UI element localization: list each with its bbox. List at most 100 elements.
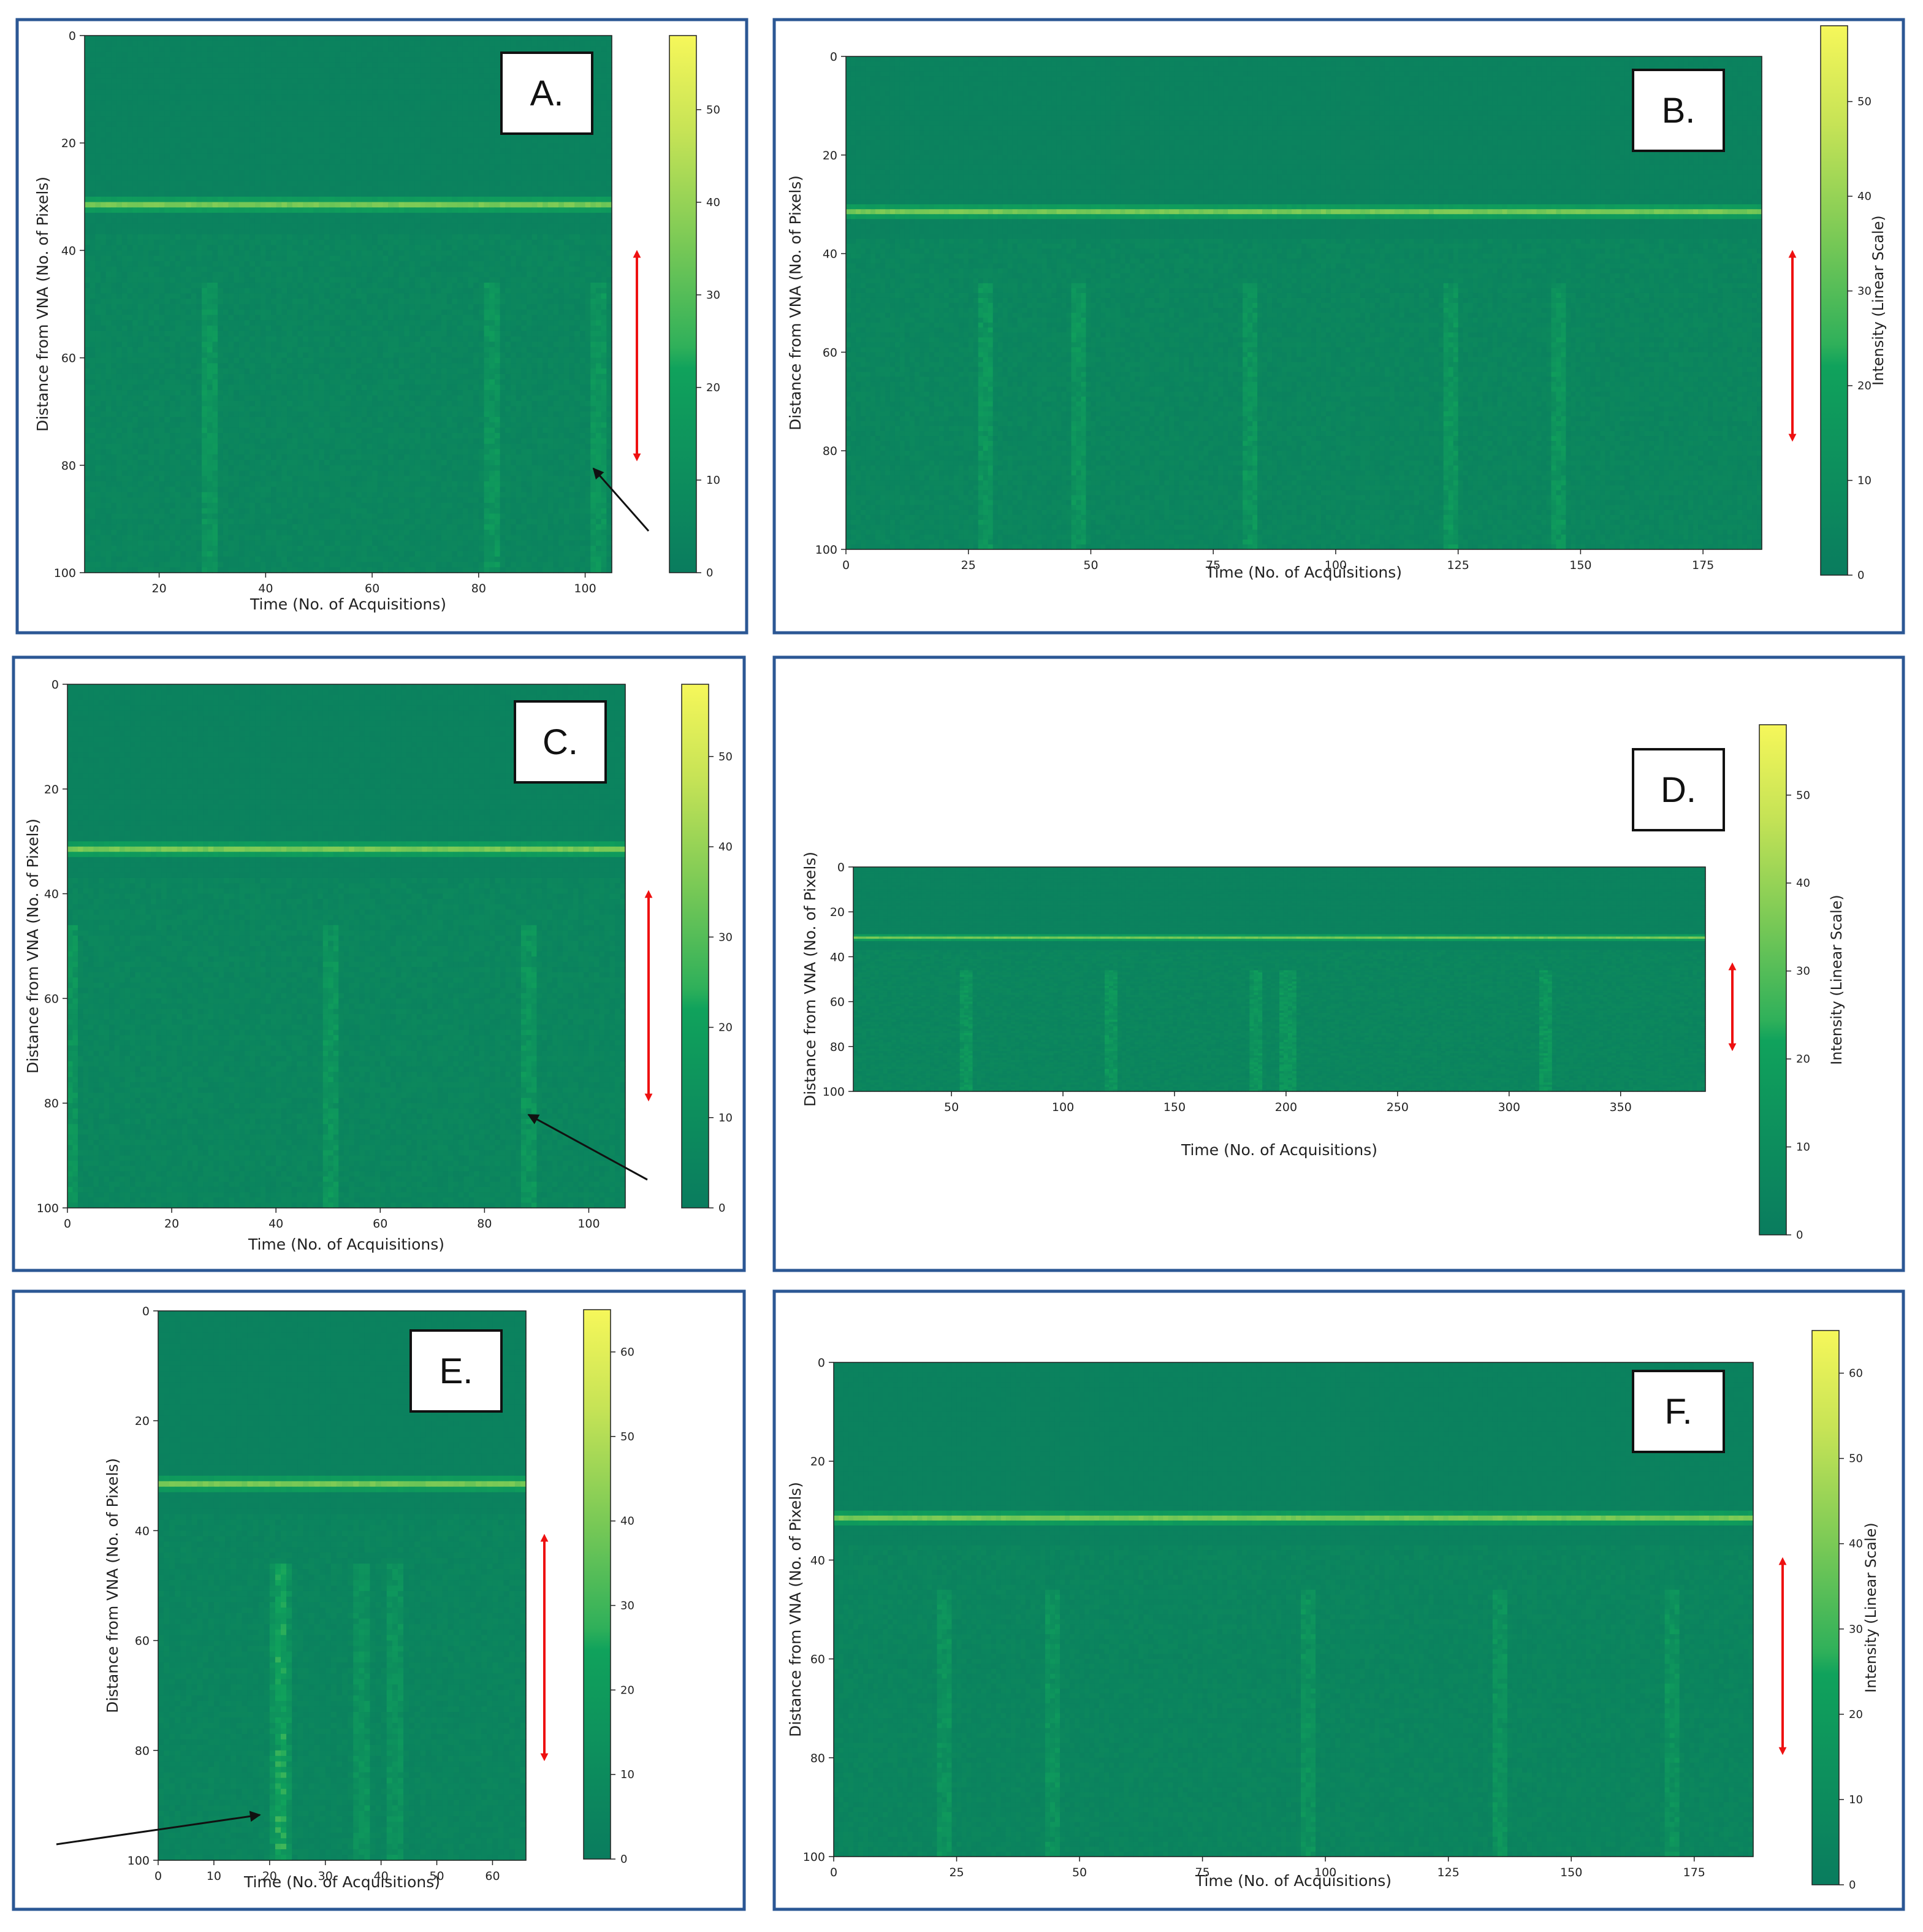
- colorbar-tick-label: 0: [1857, 569, 1864, 582]
- y-tick-label: 60: [823, 346, 837, 359]
- x-tick-label: 80: [471, 582, 486, 595]
- y-tick-label: 0: [51, 678, 59, 692]
- x-tick-label: 50: [1083, 559, 1098, 572]
- colorbar: [1759, 725, 1786, 1235]
- panel-letter: F.: [1664, 1392, 1692, 1432]
- y-tick-label: 100: [128, 1854, 150, 1868]
- y-tick-label: 80: [61, 459, 76, 473]
- colorbar-tick-label: 20: [1849, 1708, 1863, 1721]
- colorbar-tick-label: 60: [620, 1346, 634, 1359]
- y-tick-label: 100: [823, 1085, 845, 1099]
- x-tick-label: 0: [154, 1869, 162, 1883]
- x-tick-label: 150: [1569, 559, 1591, 572]
- y-tick-label: 40: [810, 1554, 825, 1567]
- colorbar-tick-label: 10: [1849, 1793, 1863, 1806]
- panel-letter: E.: [440, 1351, 473, 1391]
- x-tick-label: 60: [365, 582, 379, 595]
- x-tick-label: 25: [949, 1866, 964, 1879]
- y-tick-label: 80: [44, 1097, 59, 1110]
- heatmap: [846, 56, 1762, 550]
- colorbar: [669, 36, 696, 573]
- x-tick-label: 20: [164, 1217, 179, 1231]
- colorbar-tick-label: 40: [706, 196, 720, 209]
- x-tick-label: 350: [1610, 1101, 1632, 1114]
- colorbar-tick-label: 10: [706, 474, 720, 487]
- heatmap: [853, 867, 1706, 1092]
- x-axis-label: Time (No. of Acquisitions): [1195, 1872, 1392, 1890]
- heatmap: [834, 1362, 1754, 1857]
- y-tick-label: 20: [61, 137, 76, 150]
- colorbar-tick-label: 10: [718, 1112, 733, 1124]
- y-tick-label: 40: [823, 248, 837, 261]
- x-axis-label: Time (No. of Acquisitions): [1205, 563, 1402, 581]
- colorbar-tick-label: 50: [620, 1430, 634, 1443]
- colorbar-tick-label: 50: [1796, 789, 1810, 802]
- x-axis-label: Time (No. of Acquisitions): [243, 1873, 440, 1891]
- colorbar-tick-label: 50: [1849, 1453, 1863, 1465]
- x-tick-label: 60: [373, 1217, 387, 1231]
- colorbar-tick-label: 30: [706, 289, 720, 302]
- panel-letter: A.: [530, 74, 564, 113]
- y-axis-label: Distance from VNA (No. of Pixels): [34, 177, 51, 432]
- x-tick-label: 175: [1692, 559, 1714, 572]
- x-tick-label: 250: [1387, 1101, 1409, 1114]
- y-tick-label: 40: [830, 950, 845, 964]
- x-tick-label: 0: [64, 1217, 71, 1231]
- colorbar-tick-label: 30: [718, 931, 733, 944]
- y-tick-label: 80: [830, 1040, 845, 1054]
- colorbar-tick-label: 0: [718, 1202, 725, 1215]
- y-axis-label: Distance from VNA (No. of Pixels): [801, 852, 819, 1107]
- x-tick-label: 80: [477, 1217, 492, 1231]
- y-tick-label: 0: [830, 50, 837, 64]
- y-tick-label: 20: [44, 783, 59, 796]
- y-tick-label: 80: [823, 445, 837, 458]
- colorbar-label: Intensity (Linear Scale): [1870, 215, 1887, 386]
- colorbar-tick-label: 30: [1796, 965, 1810, 978]
- colorbar-tick-label: 40: [1796, 877, 1810, 890]
- colorbar-tick-label: 40: [1857, 190, 1872, 203]
- x-tick-label: 20: [152, 582, 167, 595]
- x-tick-label: 300: [1498, 1101, 1520, 1114]
- colorbar-tick-label: 0: [1796, 1229, 1803, 1242]
- y-tick-label: 20: [810, 1455, 825, 1468]
- x-axis-label: Time (No. of Acquisitions): [1181, 1141, 1377, 1159]
- x-tick-label: 60: [485, 1869, 500, 1883]
- x-tick-label: 150: [1560, 1866, 1582, 1879]
- y-tick-label: 60: [830, 996, 845, 1009]
- x-tick-label: 125: [1447, 559, 1469, 572]
- x-tick-label: 150: [1163, 1101, 1186, 1114]
- x-axis-label: Time (No. of Acquisitions): [248, 1235, 444, 1253]
- colorbar-tick-label: 50: [706, 104, 720, 116]
- y-tick-label: 60: [135, 1635, 150, 1648]
- y-tick-label: 80: [810, 1752, 825, 1765]
- colorbar-label: Intensity (Linear Scale): [1862, 1522, 1879, 1693]
- x-tick-label: 25: [961, 559, 976, 572]
- y-axis-label: Distance from VNA (No. of Pixels): [24, 819, 42, 1074]
- colorbar: [682, 684, 709, 1208]
- y-tick-label: 0: [142, 1305, 150, 1318]
- y-tick-label: 0: [69, 29, 76, 43]
- colorbar-label: Intensity (Linear Scale): [1828, 895, 1845, 1065]
- y-tick-label: 100: [815, 543, 837, 557]
- x-axis-label: Time (No. of Acquisitions): [249, 595, 446, 613]
- x-tick-label: 50: [1072, 1866, 1087, 1879]
- colorbar: [1821, 26, 1848, 575]
- y-tick-label: 40: [44, 888, 59, 901]
- colorbar-tick-label: 50: [1857, 96, 1872, 109]
- y-axis-label: Distance from VNA (No. of Pixels): [104, 1458, 121, 1713]
- y-tick-label: 100: [54, 567, 76, 580]
- colorbar-tick-label: 20: [718, 1021, 733, 1034]
- colorbar: [1812, 1331, 1839, 1885]
- panel-letter: B.: [1662, 91, 1696, 131]
- y-tick-label: 40: [135, 1524, 150, 1538]
- colorbar-tick-label: 0: [706, 567, 713, 579]
- colorbar-tick-label: 0: [1849, 1879, 1856, 1892]
- x-tick-label: 100: [1052, 1101, 1074, 1114]
